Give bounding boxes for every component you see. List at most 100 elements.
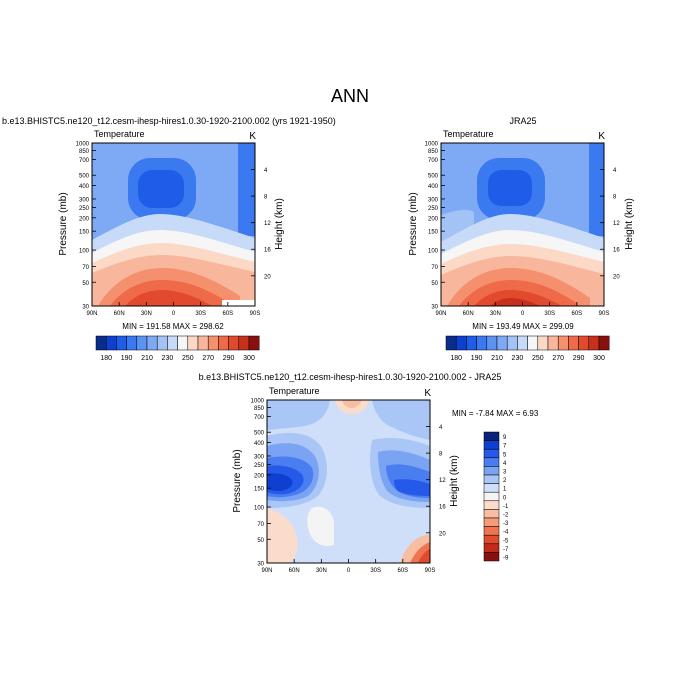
colorbar-label: 210 — [491, 355, 503, 362]
contour-field — [267, 400, 430, 563]
contour-band-nh-strat — [267, 400, 330, 430]
colorbar-label: 190 — [121, 355, 133, 362]
x-tick-label: 30S — [544, 311, 555, 317]
y-tick-label: 850 — [79, 149, 90, 155]
x-tick-label: 90S — [250, 311, 261, 317]
contour-band-left-edge — [92, 143, 107, 238]
y-tick-label: 50 — [257, 538, 264, 544]
colorbar-label: 1 — [503, 487, 507, 493]
x-tick-label: 60S — [397, 568, 408, 574]
colorbar-swatch — [506, 335, 518, 351]
y-tick-label: 1000 — [425, 142, 439, 148]
contour-band-sh-surface-core — [418, 549, 430, 563]
y-tick-label: 70 — [431, 265, 438, 271]
colorbar-swatch — [483, 431, 500, 441]
y-tick-label: 70 — [257, 522, 264, 528]
contour-band-equator-warm-core — [342, 400, 362, 408]
colorbar-swatch — [578, 335, 590, 351]
contour-band-sh-strat — [372, 400, 430, 440]
colorbar-swatch — [483, 448, 500, 459]
axis-ticks: 3050701001502002503004005007008501000481… — [251, 399, 447, 575]
y-right-tick-label: 8 — [264, 195, 268, 201]
colorbar-label: 180 — [450, 355, 462, 362]
colorbar-swatch — [218, 335, 229, 351]
y-tick-label: 300 — [428, 197, 439, 203]
colorbar-swatch — [95, 335, 107, 351]
panel-title: b.e13.BHISTC5.ne120_t12.cesm-ihesp-hires… — [2, 116, 336, 126]
colorbar-swatch — [445, 335, 457, 351]
colorbar-swatch — [527, 335, 539, 351]
colorbar-swatch — [466, 335, 477, 351]
contour-band-south-pole-cold — [589, 143, 604, 236]
y-tick-label: 300 — [254, 454, 265, 460]
y-right-tick-label: 8 — [439, 452, 443, 458]
contour-band-300 — [490, 298, 540, 306]
min-max-label: MIN = 193.49 MAX = 299.09 — [472, 322, 574, 331]
contour-band-mid-neutral — [307, 506, 334, 546]
y-tick-label: 100 — [254, 506, 265, 512]
contour-band-290 — [125, 290, 212, 306]
min-max-label: MIN = 191.58 MAX = 298.62 — [122, 322, 224, 331]
panel-jra25-temperature: JRA25 Temperature K Pressure (mb) Height… — [408, 116, 635, 362]
colorbar-label: 250 — [182, 355, 194, 362]
colorbar-swatch — [547, 335, 559, 351]
y-tick-label: 500 — [428, 174, 439, 180]
colorbar-label: -9 — [503, 556, 509, 562]
right-string: K — [598, 131, 605, 142]
colorbar: 9 7 5 4 3 2 1 0 -1 -2 -3 -4 -5 -7 -9 — [483, 431, 509, 562]
x-tick-label: 0 — [172, 311, 176, 317]
y-tick-label: 250 — [79, 206, 90, 212]
colorbar-swatch — [537, 335, 549, 351]
y-tick-label: 100 — [79, 249, 90, 255]
colorbar-label: 230 — [162, 355, 174, 362]
topography-mask — [222, 300, 255, 306]
y-axis-label-right: Height (km) — [274, 198, 285, 250]
y-tick-label: 200 — [79, 216, 90, 222]
colorbar-label: 7 — [503, 444, 507, 450]
axis-ticks: 3050701001502002503004005007008501000481… — [425, 142, 621, 318]
y-tick-label: 700 — [254, 415, 265, 421]
colorbar-swatch — [187, 335, 199, 351]
y-tick-label: 1000 — [251, 399, 265, 405]
colorbar-swatch — [156, 335, 168, 351]
y-tick-label: 1000 — [76, 142, 90, 148]
contour-band-nh-surface-warm — [267, 508, 298, 563]
colorbar-swatch — [598, 335, 610, 351]
x-tick-label: 30N — [141, 311, 152, 317]
x-tick-label: 90N — [435, 311, 446, 317]
colorbar-label: -3 — [503, 521, 509, 527]
colorbar-swatch — [517, 335, 528, 351]
colorbar-swatch — [248, 335, 260, 351]
x-tick-label: 60N — [114, 311, 125, 317]
y-right-tick-label: 12 — [264, 221, 271, 227]
colorbar-swatch — [105, 335, 117, 351]
colorbar-swatch — [483, 552, 500, 562]
colorbar-swatch — [483, 543, 500, 553]
colorbar-swatch — [483, 483, 500, 493]
colorbar-swatch — [568, 335, 579, 351]
colorbar-label: 3 — [503, 470, 507, 476]
contour-band-sh-core — [394, 479, 430, 496]
y-right-tick-label: 20 — [613, 274, 620, 280]
colorbar-swatch — [483, 457, 500, 467]
y-tick-label: 850 — [254, 406, 265, 412]
colorbar-swatch — [483, 474, 500, 484]
colorbar-swatch — [116, 335, 127, 351]
contour-band-tropopause-core — [138, 170, 184, 208]
y-tick-label: 150 — [79, 230, 90, 236]
y-tick-label: 400 — [428, 184, 439, 190]
colorbar-label: 9 — [503, 435, 507, 441]
panel-title: JRA25 — [509, 116, 536, 126]
contour-band-tropopause-core — [488, 170, 532, 206]
x-tick-label: 30S — [195, 311, 206, 317]
y-axis-label: Pressure (mb) — [232, 449, 243, 512]
panel-difference-temperature: b.e13.BHISTC5.ne120_t12.cesm-ihesp-hires… — [199, 372, 539, 574]
figure-title: ANN — [331, 86, 369, 106]
colorbar-label: 270 — [202, 355, 214, 362]
y-axis-label-right: Height (km) — [624, 198, 635, 250]
y-tick-label: 700 — [428, 158, 439, 164]
y-tick-label: 400 — [79, 184, 90, 190]
colorbar-swatch — [228, 335, 240, 351]
y-tick-label: 30 — [82, 305, 89, 311]
y-right-tick-label: 4 — [439, 425, 443, 431]
